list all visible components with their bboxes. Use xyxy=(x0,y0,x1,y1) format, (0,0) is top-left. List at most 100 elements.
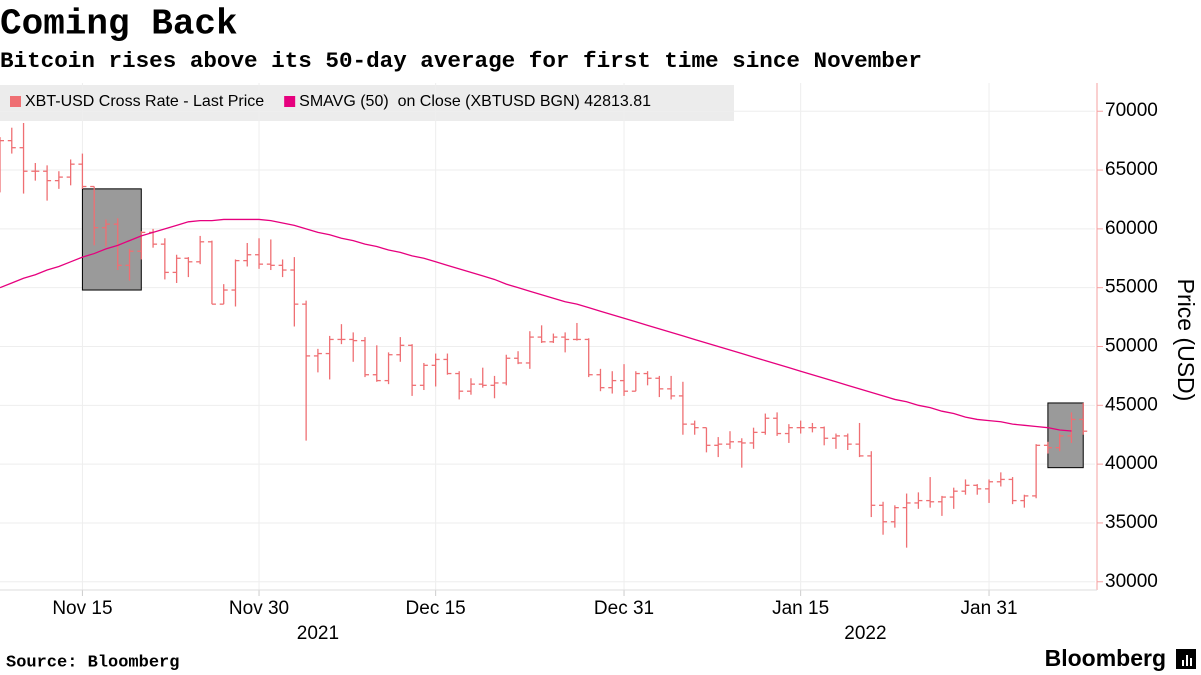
ohlc-bar xyxy=(914,492,923,509)
ohlc-bar xyxy=(808,422,817,433)
ohlc-bar xyxy=(937,495,946,516)
legend-label: XBT-USD Cross Rate - Last Price xyxy=(25,93,264,110)
x-tick-label: Dec 15 xyxy=(406,598,466,619)
ohlc-bar xyxy=(749,427,758,449)
ohlc-bar xyxy=(278,259,287,278)
ohlc-bar xyxy=(949,487,958,509)
ohlc-bar xyxy=(985,479,994,503)
ohlc-bar xyxy=(243,242,252,267)
y-tick-label: 40000 xyxy=(1105,453,1158,474)
ohlc-bar xyxy=(455,371,464,400)
ohlc-bar xyxy=(443,353,452,375)
ohlc-bar xyxy=(796,420,805,434)
legend-label: SMAVG (50) on Close (XBTUSD BGN) 42813.8… xyxy=(299,93,651,110)
ohlc-bar xyxy=(714,437,723,458)
ohlc-bar xyxy=(43,165,52,201)
ohlc-bar xyxy=(1067,412,1076,443)
ohlc-bar xyxy=(502,354,511,386)
ohlc-bar xyxy=(973,484,982,495)
ohlc-bar xyxy=(1008,477,1017,505)
ohlc-bar xyxy=(855,422,864,458)
ohlc-bar xyxy=(196,235,205,265)
x-tick-label: Jan 31 xyxy=(961,598,1018,619)
ohlc-bar xyxy=(313,348,322,373)
y-tick-label: 45000 xyxy=(1105,394,1158,415)
ohlc-bar xyxy=(537,325,546,343)
y-tick-label: 55000 xyxy=(1105,277,1158,298)
ohlc-bar xyxy=(761,413,770,435)
y-tick-label: 65000 xyxy=(1105,159,1158,180)
y-tick-label: 70000 xyxy=(1105,100,1158,121)
ohlc-bar xyxy=(7,127,16,154)
ohlc-bar xyxy=(702,427,711,453)
ohlc-bar xyxy=(561,332,570,353)
ohlc-bar xyxy=(902,493,911,548)
ohlc-bar xyxy=(1032,444,1041,499)
brand: Bloomberg xyxy=(1045,645,1166,671)
ohlc-bar xyxy=(784,424,793,443)
ohlc-bar xyxy=(996,472,1005,487)
ohlc-bar xyxy=(349,332,358,362)
ohlc-bar xyxy=(207,240,216,305)
ohlc-bar xyxy=(643,371,652,386)
ohlc-bar xyxy=(78,153,87,189)
ohlc-bar xyxy=(125,248,134,281)
ohlc-bar xyxy=(1079,402,1088,435)
ohlc-bar xyxy=(31,162,40,181)
ohlc-bar xyxy=(255,238,264,269)
ohlc-bar xyxy=(0,137,4,193)
ohlc-bar xyxy=(290,257,299,327)
ohlc-bar xyxy=(961,479,970,495)
ohlc-bar xyxy=(160,238,169,280)
ohlc-bar xyxy=(572,322,581,341)
ohlc-bar xyxy=(726,431,734,449)
legend-swatch xyxy=(284,96,296,107)
ohlc-bar xyxy=(266,239,275,271)
y-axis-title: Price (USD) xyxy=(1173,279,1199,402)
ohlc-bar xyxy=(302,300,311,441)
ohlc-bar xyxy=(54,171,63,189)
ohlc-bar xyxy=(620,364,629,396)
x-tick-label: Nov 30 xyxy=(229,598,289,619)
ohlc-bar xyxy=(90,185,99,246)
ohlc-bar xyxy=(926,477,935,508)
ohlc-bar xyxy=(231,259,240,307)
ohlc-bar xyxy=(419,362,428,391)
ohlc-bar xyxy=(525,331,534,369)
ohlc-bar xyxy=(890,505,899,528)
ohlc-bar xyxy=(337,324,346,345)
x-tick-label: Jan 15 xyxy=(772,598,829,619)
ohlc-bar xyxy=(608,371,617,394)
ohlc-bar xyxy=(431,353,440,387)
ohlc-bar xyxy=(667,375,676,400)
ohlc-bar xyxy=(831,433,840,449)
ohlc-bar xyxy=(690,420,699,435)
sma-line xyxy=(0,218,1072,432)
ohlc-bar xyxy=(372,345,381,382)
x-tick-label: Nov 15 xyxy=(52,598,112,619)
ohlc-bar xyxy=(820,426,829,446)
ohlc-bar xyxy=(396,337,405,362)
y-tick-label: 60000 xyxy=(1105,218,1158,239)
ohlc-bar xyxy=(596,368,605,392)
chart-title: Coming Back xyxy=(0,4,238,45)
x-tick-label: Dec 31 xyxy=(594,598,654,619)
ohlc-bar xyxy=(773,412,782,436)
ohlc-bar xyxy=(384,352,393,385)
chart-subtitle: Bitcoin rises above its 50-day average f… xyxy=(0,48,922,74)
ohlc-bar xyxy=(466,378,475,395)
ohlc-bar xyxy=(867,451,876,518)
legend-swatch xyxy=(10,96,21,107)
y-tick-label: 30000 xyxy=(1105,571,1158,592)
ohlc-bar xyxy=(514,351,523,365)
y-tick-label: 35000 xyxy=(1105,512,1158,533)
ohlc-bar xyxy=(879,501,888,535)
ohlc-bar xyxy=(184,257,193,278)
highlight-box xyxy=(1047,402,1084,469)
source: Source: Bloomberg xyxy=(6,653,179,672)
legend-background xyxy=(0,85,734,121)
ohlc-bar xyxy=(843,433,852,451)
ohlc-bar xyxy=(490,375,499,399)
ohlc-bar xyxy=(172,254,181,283)
ohlc-bar xyxy=(655,375,664,398)
